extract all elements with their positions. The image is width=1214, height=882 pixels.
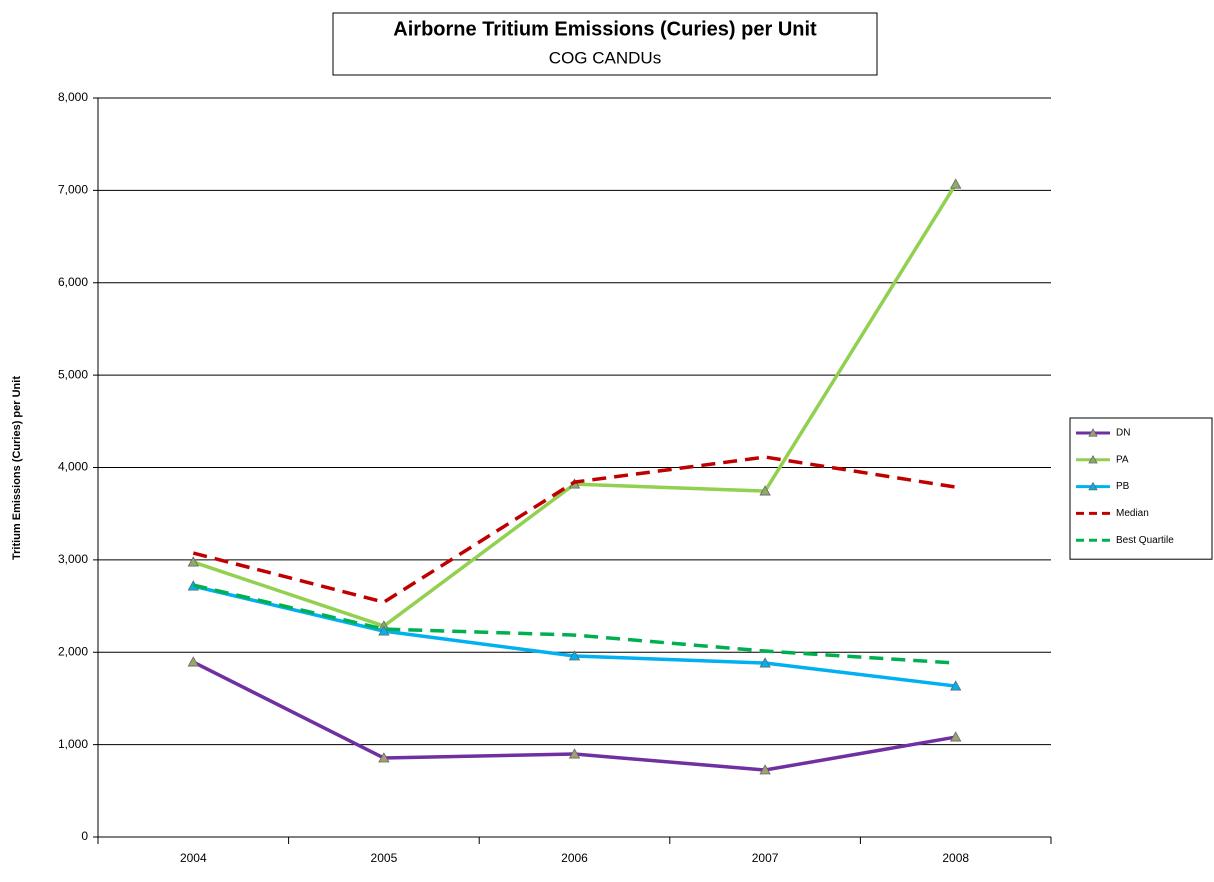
y-axis-label: Tritium Emissions (Curies) per Unit (11, 376, 23, 560)
series-marker (759, 657, 771, 668)
y-tick-label: 3,000 (58, 552, 88, 566)
title-box (332, 12, 878, 76)
x-tick-label: 2008 (942, 851, 969, 865)
series-marker (187, 556, 199, 567)
x-tick-label: 2005 (371, 851, 398, 865)
legend-label: Best Quartile (1116, 535, 1174, 546)
series-line (192, 455, 956, 604)
chart-subtitle: COG CANDUs (549, 48, 661, 67)
x-tick-label: 2006 (561, 851, 588, 865)
series-marker (950, 680, 962, 691)
y-tick-label: 5,000 (58, 367, 88, 381)
y-tick-label: 8,000 (58, 90, 88, 104)
legend-marker (1088, 428, 1098, 437)
series-marker (950, 731, 962, 742)
legend-label: Median (1116, 508, 1149, 519)
y-tick-label: 1,000 (58, 737, 88, 751)
chart-title: Airborne Tritium Emissions (Curies) per … (393, 18, 817, 40)
series-marker (759, 764, 771, 775)
legend-label: DN (1116, 428, 1130, 439)
series-marker (950, 178, 962, 189)
y-tick-label: 2,000 (58, 644, 88, 658)
x-tick-label: 2004 (180, 851, 207, 865)
series-marker (568, 650, 581, 661)
y-tick-label: 7,000 (58, 183, 88, 197)
series-marker (568, 748, 581, 759)
series-marker (759, 485, 771, 496)
series-line (192, 583, 956, 665)
legend-marker (1088, 454, 1098, 464)
legend-marker (1088, 481, 1098, 491)
series-marker (187, 656, 199, 667)
legend-label: PB (1116, 481, 1130, 492)
legend-label: PA (1116, 454, 1129, 465)
x-tick-label: 2007 (752, 851, 779, 865)
series-marker (378, 752, 390, 763)
y-tick-label: 6,000 (58, 275, 88, 289)
y-tick-label: 4,000 (58, 460, 88, 474)
y-tick-label: 0 (81, 829, 88, 843)
